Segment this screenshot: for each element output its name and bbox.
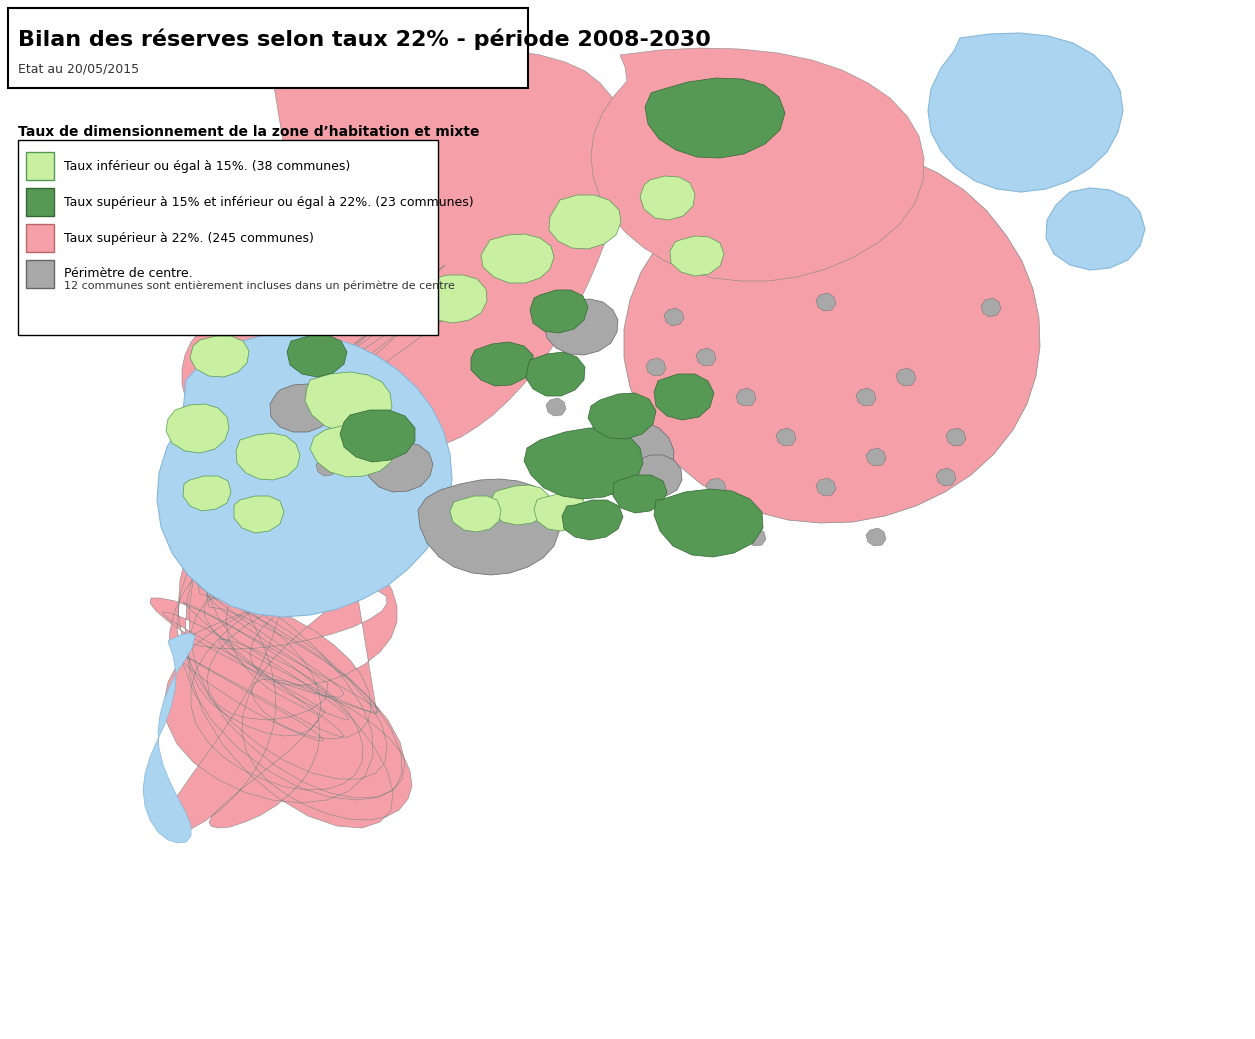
Polygon shape — [451, 496, 501, 532]
Polygon shape — [183, 476, 231, 511]
Polygon shape — [577, 420, 674, 496]
Polygon shape — [533, 494, 587, 531]
Polygon shape — [816, 293, 836, 311]
Polygon shape — [143, 633, 195, 843]
Polygon shape — [776, 428, 796, 446]
Polygon shape — [166, 404, 228, 453]
Bar — [26, 152, 54, 180]
Text: Taux supérieur à 22%. (245 communes): Taux supérieur à 22%. (245 communes) — [64, 232, 314, 244]
Polygon shape — [591, 48, 924, 281]
Polygon shape — [936, 468, 956, 486]
Polygon shape — [633, 455, 681, 498]
Polygon shape — [866, 448, 886, 467]
Text: Etat au 20/05/2015: Etat au 20/05/2015 — [18, 62, 139, 75]
Polygon shape — [190, 336, 248, 377]
Polygon shape — [486, 358, 507, 376]
Polygon shape — [654, 374, 714, 420]
Polygon shape — [697, 348, 717, 366]
Polygon shape — [589, 393, 656, 439]
Polygon shape — [548, 195, 621, 249]
Polygon shape — [816, 478, 836, 496]
Text: Taux de dimensionnement de la zone d’habitation et mixte: Taux de dimensionnement de la zone d’hab… — [18, 125, 479, 139]
Polygon shape — [233, 496, 284, 533]
Polygon shape — [157, 334, 452, 617]
Polygon shape — [546, 398, 566, 416]
Polygon shape — [1045, 188, 1145, 270]
Bar — [26, 260, 54, 288]
Polygon shape — [525, 428, 643, 499]
Text: Taux supérieur à 15% et inférieur ou égal à 22%. (23 communes): Taux supérieur à 15% et inférieur ou éga… — [64, 195, 473, 209]
Polygon shape — [151, 46, 625, 836]
Polygon shape — [927, 33, 1123, 192]
FancyBboxPatch shape — [8, 8, 528, 88]
Polygon shape — [418, 275, 487, 323]
Polygon shape — [562, 500, 622, 540]
Polygon shape — [418, 479, 560, 575]
Polygon shape — [366, 442, 433, 492]
Text: 12 communes sont entièrement incluses dans un périmètre de centre: 12 communes sont entièrement incluses da… — [64, 279, 454, 291]
Text: Taux inférieur ou égal à 15%. (38 communes): Taux inférieur ou égal à 15%. (38 commun… — [64, 160, 350, 172]
Polygon shape — [236, 433, 300, 480]
Polygon shape — [543, 299, 617, 355]
Polygon shape — [530, 290, 589, 334]
Polygon shape — [664, 308, 684, 326]
Polygon shape — [624, 145, 1040, 523]
Polygon shape — [646, 358, 666, 376]
Polygon shape — [981, 298, 1001, 317]
Polygon shape — [612, 475, 666, 513]
Polygon shape — [481, 234, 553, 283]
Polygon shape — [654, 489, 763, 557]
Polygon shape — [345, 258, 368, 277]
Polygon shape — [745, 528, 766, 547]
Polygon shape — [471, 342, 533, 387]
Polygon shape — [489, 485, 548, 525]
Polygon shape — [896, 368, 916, 387]
Text: Bilan des réserves selon taux 22% - période 2008-2030: Bilan des réserves selon taux 22% - péri… — [18, 28, 710, 50]
Bar — [26, 224, 54, 252]
Polygon shape — [526, 352, 585, 396]
Polygon shape — [707, 478, 725, 496]
Polygon shape — [270, 384, 333, 432]
Bar — [26, 188, 54, 216]
Polygon shape — [310, 424, 395, 477]
FancyBboxPatch shape — [18, 140, 438, 335]
Polygon shape — [866, 528, 886, 547]
Polygon shape — [425, 303, 446, 321]
Polygon shape — [670, 236, 724, 276]
Polygon shape — [946, 428, 966, 446]
Polygon shape — [340, 410, 415, 462]
Polygon shape — [287, 335, 346, 377]
Polygon shape — [305, 372, 392, 433]
Polygon shape — [316, 458, 336, 476]
Polygon shape — [856, 388, 876, 406]
Text: Périmètre de centre.: Périmètre de centre. — [64, 267, 192, 279]
Polygon shape — [640, 176, 695, 220]
Polygon shape — [645, 78, 784, 158]
Polygon shape — [735, 388, 756, 406]
